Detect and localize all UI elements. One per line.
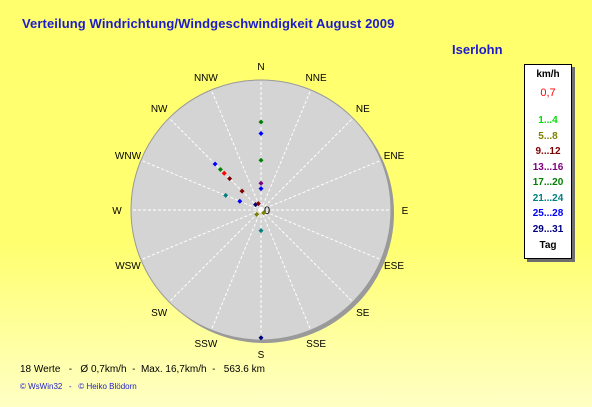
data-point <box>217 166 223 172</box>
direction-label: W <box>112 206 122 217</box>
data-point <box>239 188 245 194</box>
data-point <box>258 180 264 186</box>
direction-label: NE <box>356 104 370 115</box>
direction-spoke <box>260 209 354 303</box>
legend-item: 13...16 <box>532 161 564 173</box>
footer-stats: 18 Werte - Ø 0,7km/h - Max. 16,7km/h - 5… <box>20 364 265 375</box>
direction-label: N <box>257 62 264 73</box>
data-point <box>258 228 264 234</box>
direction-label: SE <box>356 308 370 319</box>
data-point <box>258 186 264 192</box>
direction-spoke <box>260 89 312 211</box>
data-point <box>227 176 233 182</box>
direction-label: E <box>402 206 409 217</box>
data-point <box>258 119 264 125</box>
chart-title: Verteilung Windrichtung/Windgeschwindigk… <box>22 16 395 31</box>
data-point <box>261 210 267 216</box>
legend: km/h 0,7 1...4 5...8 9...12 13...16 17...20 2… <box>524 64 572 259</box>
direction-spoke <box>260 117 354 211</box>
direction-label: NW <box>151 104 168 115</box>
legend-item: 5...8 <box>538 130 558 142</box>
data-point <box>258 335 264 341</box>
direction-spoke <box>140 209 262 261</box>
legend-item: 17...20 <box>532 177 564 188</box>
direction-label: WSW <box>115 261 141 272</box>
data-point <box>258 131 264 137</box>
data-point <box>221 170 227 176</box>
data-point <box>254 211 260 217</box>
direction-spoke <box>260 209 382 261</box>
location-label: Iserlohn <box>452 42 503 57</box>
direction-label: S <box>258 350 265 361</box>
direction-spoke <box>210 209 262 331</box>
direction-spoke <box>260 209 312 331</box>
legend-item: 1...4 <box>538 115 558 126</box>
direction-spoke <box>210 89 262 211</box>
legend-item: 9...12 <box>535 146 561 157</box>
legend-item: 21...24 <box>532 192 564 204</box>
data-point <box>223 192 229 198</box>
data-point <box>255 201 261 207</box>
direction-label: ENE <box>384 151 405 162</box>
data-point <box>258 157 264 163</box>
credits: © WsWin32 - © Heiko Blödorn <box>20 382 137 391</box>
direction-label: SW <box>151 308 168 319</box>
direction-label: NNE <box>306 73 327 84</box>
legend-header: km/h <box>536 69 560 80</box>
direction-label: SSE <box>306 339 326 350</box>
legend-item: 29...31 <box>532 223 564 235</box>
direction-spoke <box>168 209 262 303</box>
legend-calm-value: 0,7 <box>540 87 556 99</box>
direction-label: NNW <box>194 73 218 84</box>
direction-spoke <box>260 159 382 211</box>
legend-item: 25...28 <box>532 208 564 219</box>
direction-label: ESE <box>384 261 404 272</box>
center-label: 0 <box>264 205 270 217</box>
direction-label: SSW <box>195 339 218 350</box>
data-point <box>212 161 218 167</box>
direction-label: WNW <box>115 151 142 162</box>
data-point <box>237 198 243 204</box>
legend-footer: Tag <box>539 240 557 251</box>
